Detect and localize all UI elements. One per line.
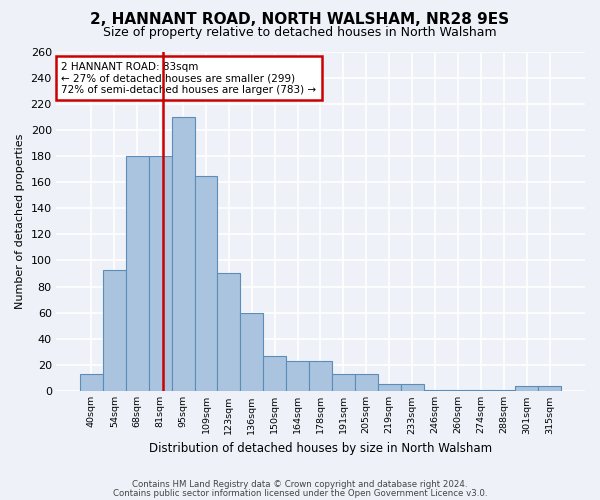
Bar (172, 117, 194, 391)
Bar (446, 390, 469, 391)
Bar (149, 156, 172, 391)
Bar (401, 384, 424, 391)
Text: Contains public sector information licensed under the Open Government Licence v3: Contains public sector information licen… (113, 488, 487, 498)
Text: 2, HANNANT ROAD, NORTH WALSHAM, NR28 9ES: 2, HANNANT ROAD, NORTH WALSHAM, NR28 9ES (91, 12, 509, 28)
Y-axis label: Number of detached properties: Number of detached properties (15, 134, 25, 309)
Bar (80, 374, 103, 391)
Bar (469, 390, 492, 391)
Bar (103, 270, 126, 391)
Bar (241, 312, 263, 391)
Bar (355, 374, 378, 391)
Bar (194, 176, 217, 391)
Bar (492, 390, 515, 391)
Bar (515, 386, 538, 391)
Bar (217, 274, 241, 391)
Bar (378, 384, 401, 391)
Bar (332, 374, 355, 391)
Bar (286, 361, 309, 391)
Text: 2 HANNANT ROAD: 83sqm
← 27% of detached houses are smaller (299)
72% of semi-det: 2 HANNANT ROAD: 83sqm ← 27% of detached … (61, 62, 316, 95)
Text: Size of property relative to detached houses in North Walsham: Size of property relative to detached ho… (103, 26, 497, 39)
Bar (309, 361, 332, 391)
Text: Contains HM Land Registry data © Crown copyright and database right 2024.: Contains HM Land Registry data © Crown c… (132, 480, 468, 489)
X-axis label: Distribution of detached houses by size in North Walsham: Distribution of detached houses by size … (149, 442, 492, 455)
Bar (538, 386, 561, 391)
Bar (263, 356, 286, 391)
Bar (126, 156, 149, 391)
Bar (424, 390, 446, 391)
